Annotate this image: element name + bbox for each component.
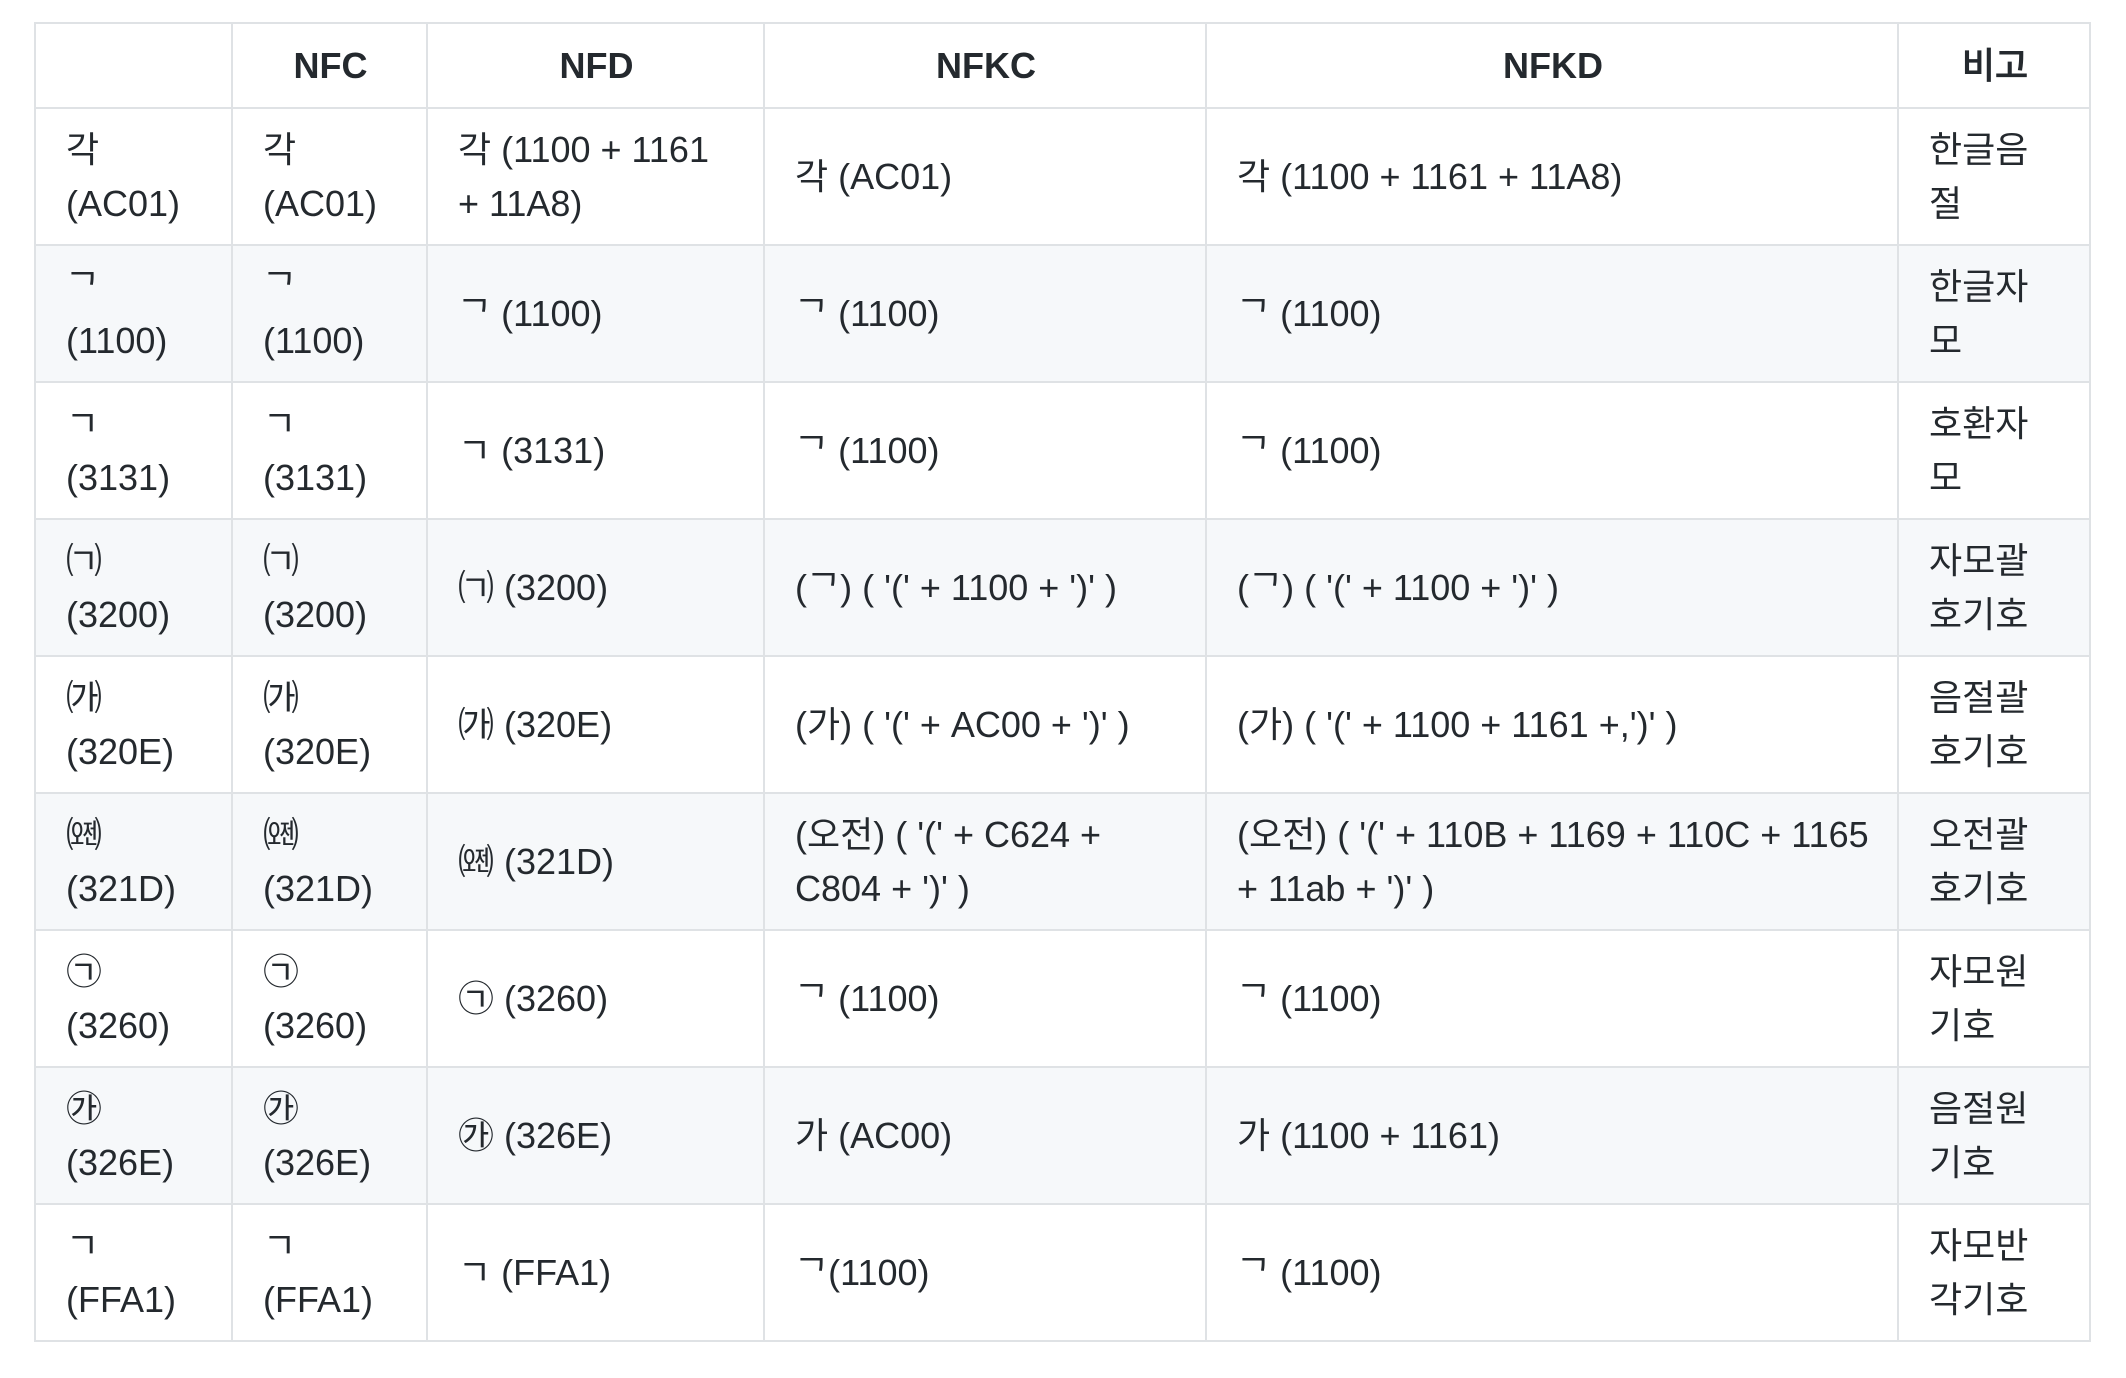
table-cell: 음절원기호 (1897, 1066, 2091, 1205)
table-cell: ㉠ (3260) (34, 929, 233, 1068)
table-cell: 호환자모 (1897, 381, 2091, 520)
header-cell: NFKC (763, 22, 1207, 109)
table: NFC NFD NFKC NFKD 비고 각 (AC01) 각 (AC01) 각 (1100… (34, 22, 2091, 1342)
table-cell: 각 (AC01) (34, 107, 233, 246)
table-row: ㄱ (3131) ㄱ (3131) ㄱ (3131) ᄀ (1100) ᄀ (1100)… (34, 381, 2091, 520)
table-cell: ᄀ(1100) (763, 1203, 1207, 1342)
table-cell: 각 (1100 + 1161 + 11A8) (426, 107, 765, 246)
table-cell: ㄱ (3131) (231, 381, 428, 520)
table-cell: ᄀ (1100) (763, 929, 1207, 1068)
table-cell: ﾡ (FFA1) (231, 1203, 428, 1342)
table-row: ㈀ (3200) ㈀ (3200) ㈀ (3200) (ᄀ) ( '(' + 1100… (34, 518, 2091, 657)
table-cell: 각 (1100 + 1161 + 11A8) (1205, 107, 1899, 246)
header-cell (34, 22, 233, 109)
table-cell: ㈝ (321D) (231, 792, 428, 931)
table-cell: ㈝ (321D) (426, 792, 765, 931)
table-cell: ㉮ (326E) (231, 1066, 428, 1205)
table-cell: ㈎ (320E) (426, 655, 765, 794)
table-row: ㉠ (3260) ㉠ (3260) ㉠ (3260) ᄀ (1100) ᄀ (1100)… (34, 929, 2091, 1068)
table-cell: ﾡ (FFA1) (426, 1203, 765, 1342)
header-cell: NFKD (1205, 22, 1899, 109)
table-row: ﾡ (FFA1) ﾡ (FFA1) ﾡ (FFA1) ᄀ(1100) ᄀ (1100) 자… (34, 1203, 2091, 1342)
table-cell: 각 (AC01) (763, 107, 1207, 246)
table-cell: ᄀ (1100) (763, 381, 1207, 520)
table-cell: ㉮ (326E) (426, 1066, 765, 1205)
table-cell: ᄀ (1100) (1205, 381, 1899, 520)
table-cell: ᄀ (1100) (1205, 1203, 1899, 1342)
table-cell: (가) ( '(' + AC00 + ')' ) (763, 655, 1207, 794)
table-cell: ㉮ (326E) (34, 1066, 233, 1205)
table-cell: (가) ( '(' + 1100 + 1161 +,')' ) (1205, 655, 1899, 794)
table-body: 각 (AC01) 각 (AC01) 각 (1100 + 1161 + 11A8) 각 … (34, 107, 2091, 1342)
table-cell: ᄀ (1100) (763, 244, 1207, 383)
table-cell: 음절괄호기호 (1897, 655, 2091, 794)
table-cell: ㈀ (3200) (231, 518, 428, 657)
table-cell: 자모반각기호 (1897, 1203, 2091, 1342)
table-cell: ㉠ (3260) (231, 929, 428, 1068)
table-row: 각 (AC01) 각 (AC01) 각 (1100 + 1161 + 11A8) 각 … (34, 107, 2091, 246)
table-cell: ㈀ (3200) (426, 518, 765, 657)
table-cell: 한글자모 (1897, 244, 2091, 383)
table-row: ㈎ (320E) ㈎ (320E) ㈎ (320E) (가) ( '(' + AC00… (34, 655, 2091, 794)
table-cell: ᄀ (1100) (426, 244, 765, 383)
table-cell: (ᄀ) ( '(' + 1100 + ')' ) (763, 518, 1207, 657)
table-cell: ㈎ (320E) (34, 655, 233, 794)
table-cell: ㈀ (3200) (34, 518, 233, 657)
header-cell: NFD (426, 22, 765, 109)
table-cell: 가 (1100 + 1161) (1205, 1066, 1899, 1205)
table-cell: 각 (AC01) (231, 107, 428, 246)
header-cell: 비고 (1897, 22, 2091, 109)
table-cell: 오전괄호기호 (1897, 792, 2091, 931)
table-cell: 자모괄호기호 (1897, 518, 2091, 657)
table-cell: 가 (AC00) (763, 1066, 1207, 1205)
table-header: NFC NFD NFKC NFKD 비고 (34, 22, 2091, 109)
table-row: ㈝ (321D) ㈝ (321D) ㈝ (321D) (오전) ( '(' + C62… (34, 792, 2091, 931)
table-cell: ㉠ (3260) (426, 929, 765, 1068)
table-cell: ﾡ (FFA1) (34, 1203, 233, 1342)
table-cell: ᄀ (1100) (1205, 244, 1899, 383)
table-cell: ㈎ (320E) (231, 655, 428, 794)
table-cell: ᄀ (1100) (1205, 929, 1899, 1068)
table-cell: ㈝ (321D) (34, 792, 233, 931)
table-cell: ㄱ (3131) (426, 381, 765, 520)
table-cell: ᄀ (1100) (231, 244, 428, 383)
table-cell: (ᄀ) ( '(' + 1100 + ')' ) (1205, 518, 1899, 657)
table-cell: (오전) ( '(' + C624 + C804 + ')' ) (763, 792, 1207, 931)
table-cell: ㄱ (3131) (34, 381, 233, 520)
header-cell: NFC (231, 22, 428, 109)
table-cell: (오전) ( '(' + 110B + 1169 + 110C + 1165 +… (1205, 792, 1899, 931)
table-row: ᄀ (1100) ᄀ (1100) ᄀ (1100) ᄀ (1100) ᄀ (1100)… (34, 244, 2091, 383)
table-cell: 자모원기호 (1897, 929, 2091, 1068)
table-cell: 한글음절 (1897, 107, 2091, 246)
table-row: ㉮ (326E) ㉮ (326E) ㉮ (326E) 가 (AC00) 가 (1100 … (34, 1066, 2091, 1205)
table-cell: ᄀ (1100) (34, 244, 233, 383)
header-row: NFC NFD NFKC NFKD 비고 (34, 22, 2091, 109)
